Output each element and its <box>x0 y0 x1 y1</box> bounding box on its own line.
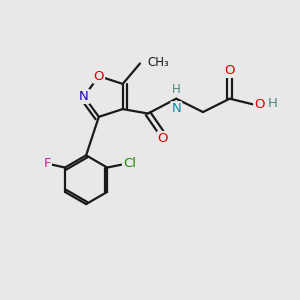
Text: O: O <box>224 64 235 77</box>
Text: O: O <box>254 98 265 111</box>
Text: N: N <box>79 90 89 103</box>
Text: O: O <box>158 132 168 145</box>
Text: N: N <box>171 102 181 115</box>
Text: CH₃: CH₃ <box>147 56 169 68</box>
Text: Cl: Cl <box>123 158 136 170</box>
Text: F: F <box>44 158 51 170</box>
Text: H: H <box>268 97 278 110</box>
Text: H: H <box>172 83 181 96</box>
Text: O: O <box>94 70 104 83</box>
